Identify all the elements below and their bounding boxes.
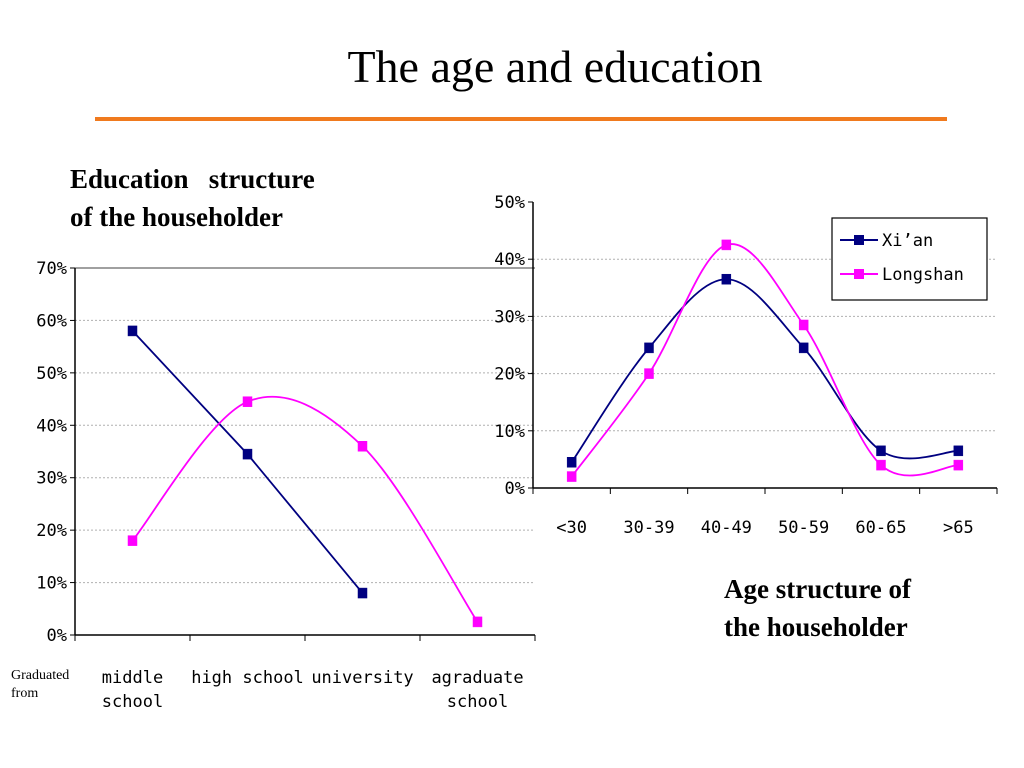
y-tick-label: 70% (36, 259, 67, 279)
legend-label: Longshan (882, 265, 964, 285)
data-point-marker (644, 368, 654, 379)
x-tick-label: middle school (102, 668, 163, 712)
y-tick-label: 0% (505, 479, 525, 499)
data-point-marker (876, 459, 886, 471)
slide-title: The age and education (347, 41, 763, 92)
legend-label: Xi’an (882, 231, 933, 251)
education-caption: Education structure of the householder (70, 164, 315, 232)
series-line (570, 278, 959, 463)
x-tick-label: agraduate school (431, 668, 523, 712)
x-tick-label: university (311, 668, 413, 688)
y-tick-label: 50% (494, 193, 525, 213)
data-point-marker (721, 273, 732, 285)
data-point-marker (472, 616, 483, 628)
data-point-marker (242, 448, 253, 460)
x-tick-label: 40-49 (701, 518, 752, 538)
data-point-marker (127, 325, 138, 337)
graduated-from-label: Graduated from (11, 668, 70, 701)
y-tick-label: 0% (47, 626, 67, 646)
y-tick-label: 40% (494, 250, 525, 270)
x-tick-label: 50-59 (778, 518, 829, 538)
legend-marker (854, 235, 864, 245)
y-tick-label: 40% (36, 416, 67, 436)
data-point-marker (644, 342, 654, 354)
data-point-marker (357, 441, 368, 452)
data-point-marker (798, 319, 809, 331)
data-point-marker (953, 459, 964, 471)
x-tick-label: >65 (943, 518, 974, 538)
series-line (131, 395, 479, 623)
y-tick-label: 20% (494, 365, 525, 385)
x-tick-label: 30-39 (623, 518, 674, 538)
y-tick-label: 50% (36, 364, 67, 384)
data-point-marker (953, 445, 964, 457)
x-tick-label: 60-65 (855, 518, 906, 538)
y-tick-label: 60% (36, 311, 67, 331)
data-point-marker (566, 457, 577, 468)
title-underline (95, 117, 947, 121)
y-tick-label: 10% (494, 422, 525, 442)
y-tick-label: 30% (494, 307, 525, 327)
legend-marker (854, 269, 864, 279)
x-tick-label: <30 (556, 518, 587, 538)
age-caption: Age structure of the householder (724, 574, 911, 642)
data-point-marker (721, 239, 732, 251)
data-point-marker (357, 587, 368, 599)
data-point-marker (798, 342, 809, 354)
y-tick-label: 20% (36, 521, 67, 541)
data-point-marker (127, 535, 138, 546)
y-tick-label: 30% (36, 469, 67, 489)
data-point-marker (566, 471, 577, 482)
x-tick-label: high school (191, 668, 304, 688)
data-point-marker (242, 396, 253, 407)
data-point-marker (876, 445, 886, 457)
y-tick-label: 10% (36, 574, 67, 594)
legend-box (831, 217, 988, 301)
